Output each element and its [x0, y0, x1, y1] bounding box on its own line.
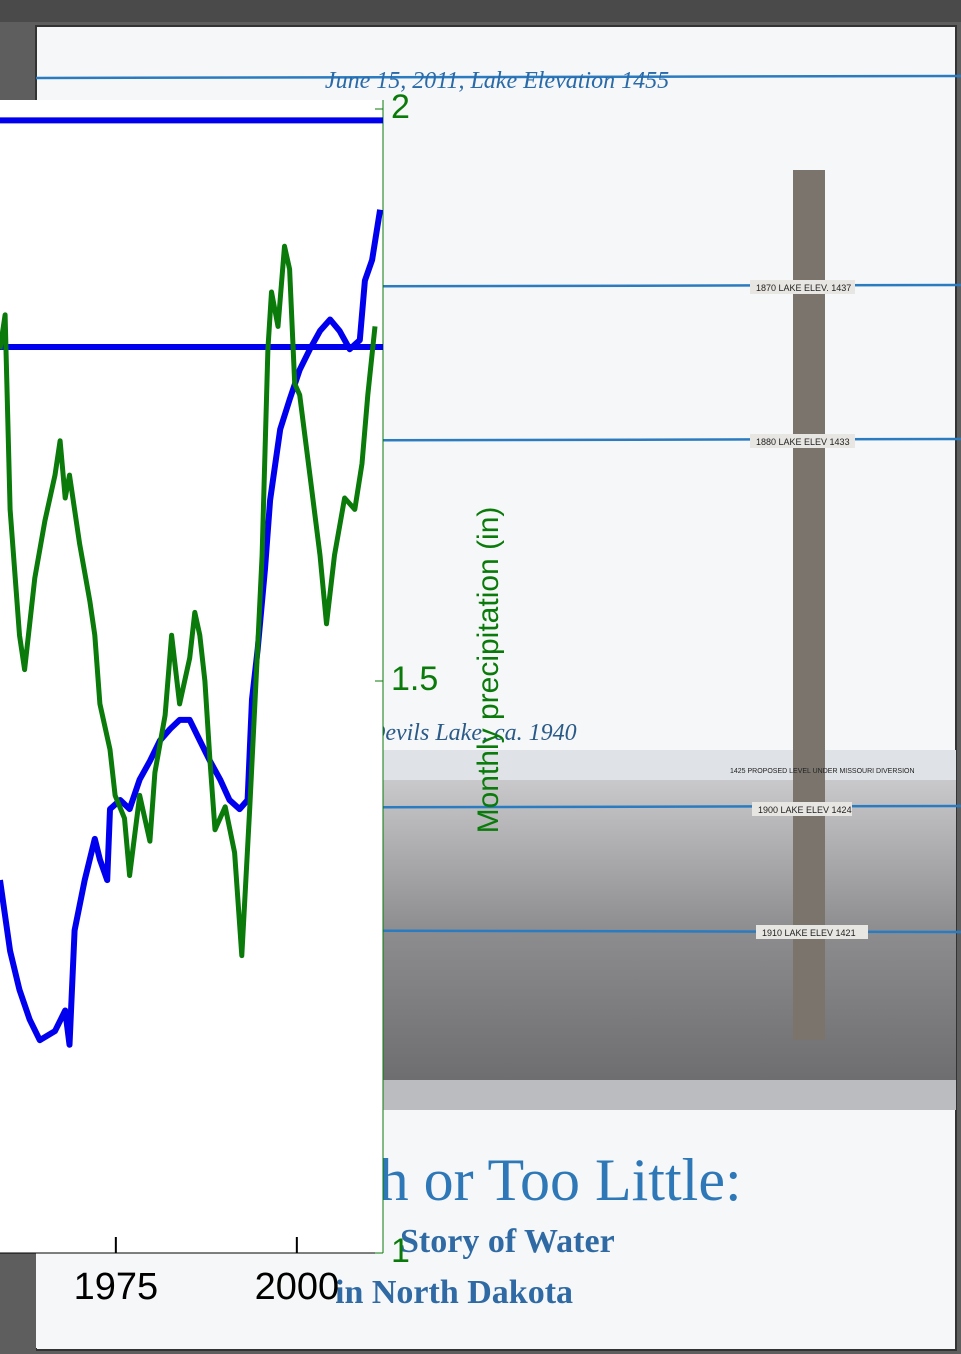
- sign: 1900 LAKE ELEV 1424: [758, 805, 852, 815]
- sign-board: [750, 434, 855, 448]
- top-bar: [0, 0, 961, 22]
- y2-axis-label: Monthly precipitation (in): [472, 507, 505, 834]
- cover-subtitle: Story of Water: [400, 1223, 615, 1260]
- y2-tick-label: 2: [391, 88, 410, 126]
- plot-panel: [0, 100, 383, 1253]
- sign: 1425 PROPOSED LEVEL UNDER MISSOURI DIVER…: [730, 768, 915, 775]
- x-tick-label: 1975: [74, 1266, 159, 1308]
- plot: 1 1.5 2 1975 2000: [0, 88, 438, 1308]
- x-tick-label: 2000: [255, 1266, 340, 1308]
- sign: 1870 LAKE ELEV. 1437: [756, 283, 851, 293]
- elevation-line: [35, 74, 961, 80]
- cover-strip: [36, 1253, 336, 1348]
- cover-title: ch or Too Little:: [352, 1147, 742, 1213]
- sign-board: [750, 280, 855, 294]
- sign: 1880 LAKE ELEV 1433: [756, 437, 850, 447]
- cover-caption: June 15, 2011, Lake Elevation 1455: [325, 68, 669, 94]
- sign-board: [756, 925, 868, 939]
- series-line: [0, 209, 384, 1048]
- cover-subtitle: in North Dakota: [335, 1274, 573, 1311]
- sign-board: [752, 802, 852, 816]
- sign: 1910 LAKE ELEV 1421: [762, 928, 856, 938]
- y2-tick-label: 1.5: [391, 660, 438, 698]
- signs: 1870 LAKE ELEV. 1437 1880 LAKE ELEV 1433…: [730, 280, 915, 939]
- backdrop: [0, 1253, 36, 1354]
- series-line: [0, 243, 378, 959]
- pole: [793, 170, 825, 1040]
- photo-caption: Devils Lake, ca. 1940: [367, 720, 577, 746]
- y2-tick-label: 1: [391, 1232, 410, 1270]
